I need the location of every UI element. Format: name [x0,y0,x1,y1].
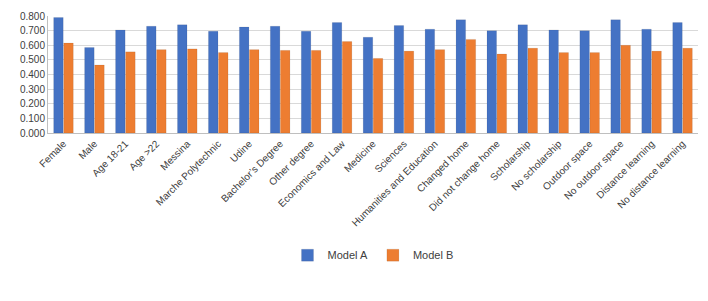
svg-text:Changed home: Changed home [415,138,471,194]
svg-text:0.400: 0.400 [20,69,45,80]
svg-text:Age 18-21: Age 18-21 [90,138,131,179]
svg-text:Udine: Udine [228,138,255,165]
svg-text:Other degree: Other degree [267,138,317,188]
svg-text:No distance learning: No distance learning [615,138,687,210]
svg-text:Bachelor’s Degree: Bachelor’s Degree [219,138,285,204]
svg-text:Medicine: Medicine [342,138,378,174]
svg-text:Messina: Messina [158,138,192,172]
svg-text:No scholarship: No scholarship [509,138,564,193]
svg-text:Model A: Model A [328,249,368,261]
svg-text:0.100: 0.100 [20,113,45,124]
svg-text:Distance learning: Distance learning [594,138,656,200]
svg-text:Male: Male [76,138,99,161]
svg-text:0.800: 0.800 [20,11,45,22]
svg-text:Outdoor space: Outdoor space [540,138,594,192]
svg-text:0.600: 0.600 [20,40,45,51]
svg-text:Model B: Model B [413,249,453,261]
svg-text:Economics and Law: Economics and Law [276,138,348,210]
svg-text:Humanities and Education: Humanities and Education [350,138,440,228]
svg-text:Scholarship: Scholarship [488,138,533,183]
svg-text:0.700: 0.700 [20,25,45,36]
svg-text:0.300: 0.300 [20,84,45,95]
svg-text:Female: Female [37,138,69,170]
svg-text:Age >22: Age >22 [127,138,162,173]
svg-text:Did not change home: Did not change home [427,138,502,213]
svg-text:No outdoor space: No outdoor space [562,138,626,202]
svg-text:0.500: 0.500 [20,54,45,65]
svg-text:Sciences: Sciences [372,138,408,174]
svg-text:Marche Polytechnic: Marche Polytechnic [154,138,223,207]
svg-text:0.000: 0.000 [20,128,45,139]
svg-text:0.200: 0.200 [20,98,45,109]
